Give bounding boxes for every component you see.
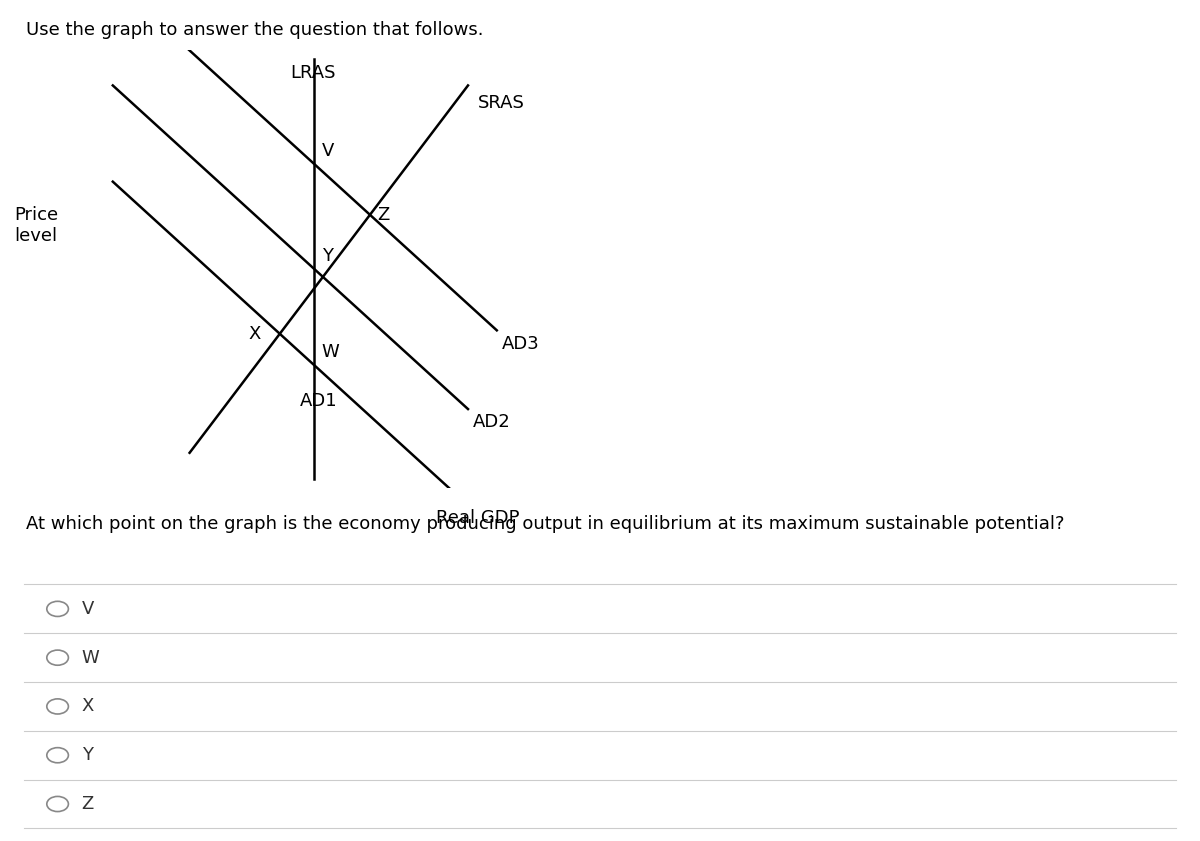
Text: Z: Z xyxy=(377,206,390,224)
Text: Use the graph to answer the question that follows.: Use the graph to answer the question tha… xyxy=(26,21,484,39)
Text: At which point on the graph is the economy producing output in equilibrium at it: At which point on the graph is the econo… xyxy=(26,515,1064,532)
Text: W: W xyxy=(82,648,100,667)
Text: AD3: AD3 xyxy=(502,335,539,352)
Text: Real GDP: Real GDP xyxy=(436,510,520,527)
Text: X: X xyxy=(82,697,94,716)
Text: V: V xyxy=(322,142,334,160)
Text: Price
level: Price level xyxy=(14,206,58,245)
Text: V: V xyxy=(82,600,94,618)
Text: SRAS: SRAS xyxy=(478,94,524,112)
Text: Y: Y xyxy=(82,746,92,764)
Text: LRAS: LRAS xyxy=(290,64,336,82)
Text: Y: Y xyxy=(322,246,332,265)
Text: AD2: AD2 xyxy=(473,414,510,431)
Text: AD1: AD1 xyxy=(300,392,337,410)
Text: Z: Z xyxy=(82,795,94,813)
Text: X: X xyxy=(248,325,260,343)
Text: W: W xyxy=(322,343,340,361)
